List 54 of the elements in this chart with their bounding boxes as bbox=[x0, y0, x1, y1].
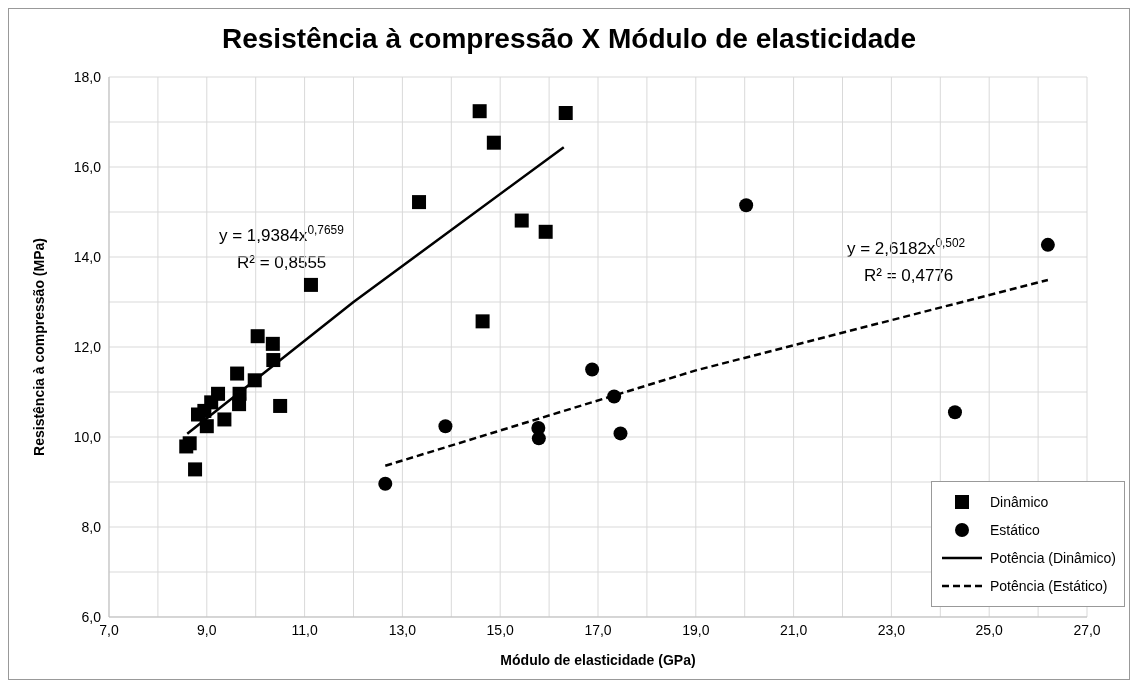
point bbox=[514, 213, 529, 228]
point bbox=[265, 336, 280, 351]
legend-label: Potência (Estático) bbox=[989, 578, 1108, 594]
point bbox=[232, 397, 247, 412]
x-axis-title: Módulo de elasticidade (GPa) bbox=[500, 652, 696, 668]
x-tick-label: 7,0 bbox=[99, 621, 119, 638]
y-axis-title: Resistência à compressão (MPa) bbox=[30, 238, 47, 456]
point bbox=[486, 135, 501, 150]
annotation: y = 2,6182x$^{0,502}$ bbox=[847, 236, 966, 258]
y-tick-label: 12,0 bbox=[73, 338, 102, 355]
x-tick-label: 21,0 bbox=[779, 621, 808, 638]
x-tick-label: 13,0 bbox=[388, 621, 417, 638]
y-tick-label: 6,0 bbox=[81, 608, 102, 625]
chart-title: Resistência à compressão X Módulo de elasticidade bbox=[221, 22, 917, 56]
point bbox=[199, 419, 214, 434]
point bbox=[538, 224, 553, 239]
point bbox=[475, 314, 490, 329]
x-tick-label: 15,0 bbox=[486, 621, 515, 638]
y-tick-label: 16,0 bbox=[73, 158, 102, 175]
annotation: R² = 0,4776 bbox=[864, 266, 954, 285]
legend-label: Estático bbox=[989, 522, 1040, 538]
point bbox=[438, 419, 453, 434]
legend-label: Dinâmico bbox=[989, 494, 1049, 510]
y-tick-label: 18,0 bbox=[73, 68, 102, 85]
point bbox=[250, 329, 265, 344]
point bbox=[613, 426, 628, 441]
point bbox=[188, 462, 203, 477]
y-tick-label: 14,0 bbox=[73, 248, 102, 265]
x-tick-label: 27,0 bbox=[1073, 621, 1101, 638]
point bbox=[273, 398, 288, 413]
point bbox=[412, 195, 427, 210]
point bbox=[472, 104, 487, 119]
point bbox=[191, 407, 205, 422]
point bbox=[303, 277, 318, 292]
x-tick-label: 25,0 bbox=[975, 621, 1004, 638]
y-tick-label: 8,0 bbox=[81, 518, 102, 535]
x-tick-label: 9,0 bbox=[197, 621, 217, 638]
point bbox=[947, 405, 962, 420]
x-tick-label: 17,0 bbox=[584, 621, 612, 638]
annotation: y = 1,9384x$^{0,7659}$ bbox=[219, 223, 345, 245]
point bbox=[378, 476, 393, 491]
y-tick-label: 10,0 bbox=[73, 428, 102, 445]
x-tick-label: 11,0 bbox=[291, 621, 318, 638]
point bbox=[230, 366, 245, 381]
point bbox=[1040, 237, 1055, 252]
x-tick-label: 23,0 bbox=[877, 621, 906, 638]
annotation: R² = 0,8555 bbox=[237, 253, 327, 272]
legend-label: Potência (Dinâmico) bbox=[989, 550, 1116, 566]
point bbox=[531, 431, 546, 446]
point bbox=[217, 412, 232, 427]
point bbox=[558, 106, 573, 120]
x-tick-label: 19,0 bbox=[682, 621, 710, 638]
point bbox=[585, 362, 600, 377]
point bbox=[739, 198, 754, 213]
